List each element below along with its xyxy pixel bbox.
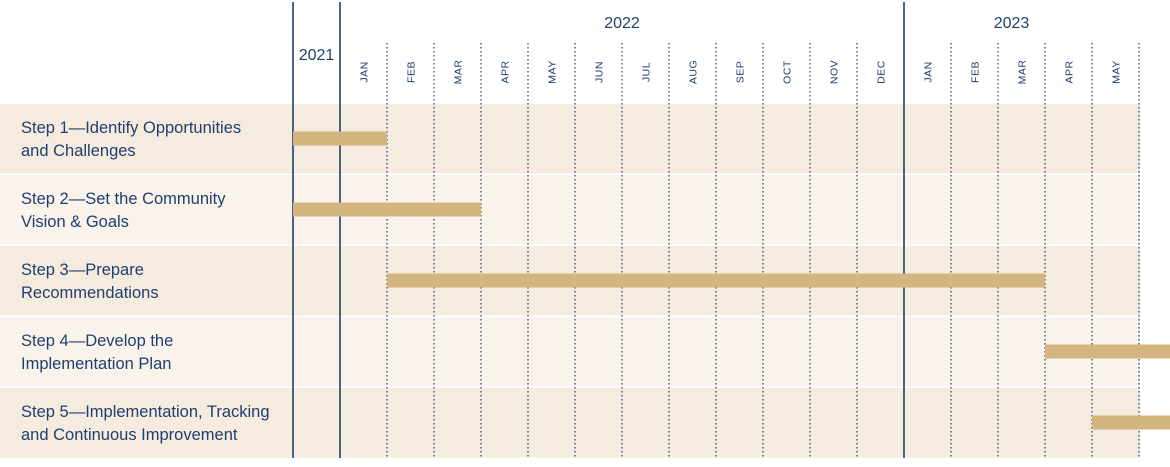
month-label: NOV xyxy=(829,60,841,84)
year-label: 2022 xyxy=(604,15,640,32)
task-bar xyxy=(1045,344,1170,359)
step-label: Step 5—Implementation, Tracking and Cont… xyxy=(21,403,270,444)
step-label: Step 1—Identify Opportunities and Challe… xyxy=(21,119,242,160)
year-label: 2023 xyxy=(994,15,1030,32)
month-label: JAN xyxy=(359,61,371,82)
month-label: JUN xyxy=(594,61,606,83)
step-label: Step 4—Develop the Implementation Plan xyxy=(21,332,174,373)
row-background xyxy=(0,175,1140,245)
month-label: FEB xyxy=(970,61,982,83)
year-label-2021: 2021 xyxy=(299,47,335,64)
month-label: OCT xyxy=(782,60,794,84)
task-bar xyxy=(1092,415,1170,430)
month-label: MAR xyxy=(453,60,465,85)
month-label: JAN xyxy=(923,61,935,82)
month-label: MAY xyxy=(1111,60,1123,83)
month-label: JUL xyxy=(641,62,653,82)
task-bar xyxy=(293,202,481,217)
month-label: DEC xyxy=(876,60,888,84)
task-bar xyxy=(293,131,387,146)
month-label: APR xyxy=(500,60,512,83)
month-label: MAY xyxy=(547,60,559,83)
month-label: AUG xyxy=(688,60,700,84)
row-background xyxy=(0,388,1140,458)
month-label: FEB xyxy=(406,61,418,83)
month-label: SEP xyxy=(735,61,747,84)
row-background xyxy=(0,317,1140,387)
task-bar xyxy=(387,273,1045,288)
month-label: MAR xyxy=(1017,60,1029,85)
month-label: APR xyxy=(1064,60,1076,83)
step-label: Step 2—Set the Community Vision & Goals xyxy=(21,190,226,231)
step-label: Step 3—Prepare Recommendations xyxy=(21,261,159,302)
row-background xyxy=(0,104,1140,174)
